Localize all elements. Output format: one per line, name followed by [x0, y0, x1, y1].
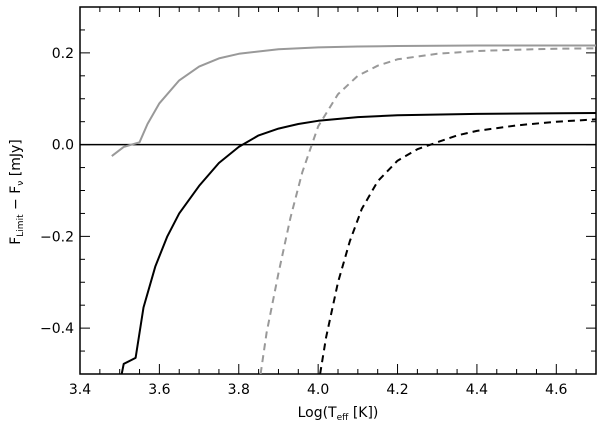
y-tick-label: −0.2 [40, 229, 74, 245]
y-tick-label: 0.2 [52, 46, 74, 62]
series-line-3 [120, 112, 596, 374]
series-line-1 [111, 44, 596, 157]
x-tick-label: 4.4 [466, 382, 488, 398]
x-tick-label: 3.6 [148, 382, 170, 398]
x-tick-label: 3.8 [228, 382, 250, 398]
x-tick-label: 4.2 [386, 382, 408, 398]
tick-labels: 3.4 3.6 3.8 4.0 4.2 4.4 4.6 −0.4 −0.2 0.0 0.2 [40, 46, 568, 398]
x-tick-label: 4.6 [545, 382, 567, 398]
axis-ticks [79, 6, 597, 375]
y-axis-title: FLimit − Fν [mJy] [8, 139, 26, 245]
series-line-4 [319, 118, 596, 374]
x-tick-label: 4.0 [307, 382, 329, 398]
series-group [80, 44, 596, 374]
y-tick-label: −0.4 [40, 321, 74, 337]
x-tick-label: 3.4 [69, 382, 91, 398]
plot-frame [79, 6, 597, 375]
x-axis-title: Log(Teff [K]) [298, 405, 379, 423]
series-line-2 [259, 47, 596, 374]
y-tick-label: 0.0 [52, 138, 74, 154]
